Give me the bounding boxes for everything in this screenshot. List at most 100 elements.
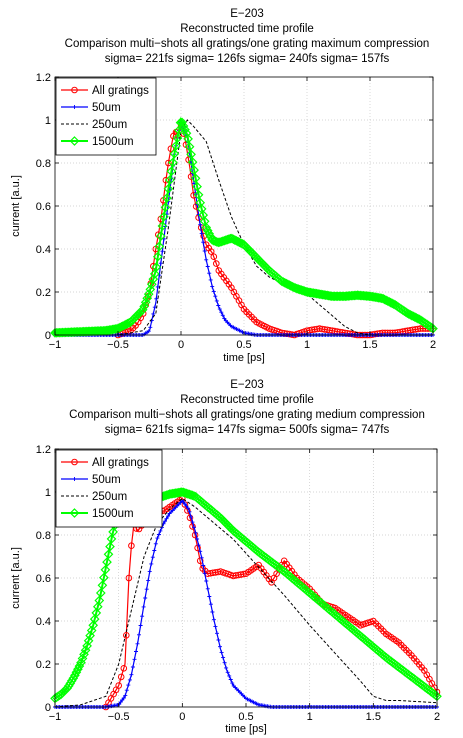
chart-bottom-point-50um <box>219 650 224 655</box>
chart-bottom-point-50um <box>205 586 210 591</box>
chart-bottom-point-1500um <box>108 527 118 537</box>
chart-bottom-point-1500um <box>186 490 196 500</box>
chart-bottom-point-50um <box>224 665 229 670</box>
chart-bottom-point-50um <box>132 657 137 662</box>
chart-top-point-1500um <box>193 189 204 200</box>
chart-bottom-title-line-4: sigma= 621fs sigma= 147fs sigma= 500fs s… <box>105 424 390 436</box>
chart-bottom-point-1500um <box>103 549 114 560</box>
chart-top-point-all-gratings <box>210 253 218 261</box>
chart-bottom-title: E−203 Reconstructed time profile Compari… <box>69 379 425 436</box>
chart-bottom-y-tick-label: 1 <box>45 487 51 499</box>
chart-top-point-all-gratings <box>167 145 175 152</box>
chart-top: E−203 Reconstructed time profile Compari… <box>10 8 438 364</box>
chart-bottom-point-1500um <box>105 541 115 552</box>
chart-top-point-all-gratings <box>313 325 321 333</box>
chart-top-point-50um <box>205 264 210 269</box>
chart-top-point-1500um <box>190 173 201 184</box>
chart-top-point-1500um <box>165 175 175 185</box>
chart-bottom-legend-marker-1500um <box>69 508 80 518</box>
chart-bottom-legend: All gratings 50um 250um 1500um <box>55 449 163 528</box>
chart-bottom-point-50um <box>135 641 140 646</box>
chart-bottom-point-1500um <box>71 667 82 678</box>
chart-top-point-50um <box>217 307 222 312</box>
chart-bottom-point-50um <box>153 541 158 546</box>
chart-bottom-point-50um <box>130 665 135 669</box>
chart-bottom-point-50um <box>201 563 206 568</box>
chart-bottom-point-1500um <box>73 664 83 675</box>
chart-bottom-point-all-gratings <box>125 574 133 582</box>
chart-top-point-1500um <box>171 140 181 151</box>
chart-bottom-y-tick-label: 0 <box>45 702 51 714</box>
chart-top-point-all-gratings <box>213 260 220 267</box>
chart-top-point-1500um <box>180 124 190 135</box>
chart-top-y-axis-label: current [a.u.] <box>10 175 22 237</box>
chart-top-point-1500um <box>157 221 168 231</box>
chart-bottom-point-1500um <box>68 673 79 684</box>
chart-top-point-1500um <box>184 141 195 152</box>
chart-top-point-1500um <box>205 231 216 242</box>
chart-top-point-1500um <box>166 166 177 177</box>
chart-top-point-50um <box>158 261 163 266</box>
chart-top-point-50um <box>151 311 156 316</box>
chart-top-point-1500um <box>155 231 166 241</box>
chart-top-point-50um <box>216 303 221 308</box>
chart-bottom-point-1500um <box>97 580 108 591</box>
chart-top-point-1500um <box>163 183 174 194</box>
chart-bottom-point-50um <box>121 696 126 700</box>
chart-bottom-y-tick-label: 0.2 <box>36 659 51 671</box>
chart-bottom-point-50um <box>199 555 204 560</box>
chart-bottom-point-50um <box>149 561 154 566</box>
chart-top-point-50um <box>154 296 159 301</box>
chart-bottom-point-1500um <box>89 614 100 624</box>
chart-bottom-point-1500um <box>102 557 112 567</box>
chart-top-y-tick-label: 0.2 <box>36 287 51 299</box>
chart-top-point-1500um <box>289 282 299 293</box>
chart-bottom-point-all-gratings <box>120 665 128 672</box>
chart-bottom-point-50um <box>230 681 235 686</box>
chart-top-point-1500um <box>169 148 180 159</box>
chart-bottom-point-50um <box>155 536 160 541</box>
chart-top-point-1500um <box>145 284 156 295</box>
chart-top-point-all-gratings <box>412 326 419 333</box>
chart-top-point-50um <box>208 277 213 282</box>
chart-top-point-50um <box>202 249 207 253</box>
chart-top-point-1500um <box>202 225 213 236</box>
chart-top-point-all-gratings <box>386 329 394 337</box>
chart-bottom-point-1500um <box>92 601 103 612</box>
chart-top-point-50um <box>199 231 204 236</box>
chart-bottom-point-1500um <box>82 641 92 651</box>
chart-top-point-50um <box>213 294 218 299</box>
chart-top-point-1500um <box>154 241 165 252</box>
chart-bottom-point-50um <box>158 528 163 533</box>
chart-bottom-point-all-gratings <box>128 542 135 550</box>
chart-top-point-all-gratings <box>381 329 389 337</box>
chart-bottom-point-50um <box>215 631 219 636</box>
chart-bottom-point-50um <box>222 660 227 665</box>
chart-top-point-1500um <box>148 274 159 284</box>
chart-bottom-point-1500um <box>106 534 117 544</box>
chart-bottom-series-250um <box>54 497 438 708</box>
chart-top-x-axis-label: time [ps] <box>223 352 265 364</box>
chart-bottom-point-50um <box>144 587 149 592</box>
chart-bottom-point-50um <box>211 617 216 622</box>
chart-bottom-x-tick-label: −1 <box>49 711 62 723</box>
chart-bottom-series-line-50um <box>55 499 437 708</box>
chart-top-point-1500um <box>149 269 160 279</box>
chart-top-point-1500um <box>168 157 178 168</box>
chart-bottom-point-50um <box>147 569 152 574</box>
chart-bottom-point-50um <box>156 532 161 537</box>
chart-bottom-point-50um <box>138 623 143 628</box>
chart-bottom-point-50um <box>164 516 169 521</box>
chart-top-point-all-gratings <box>165 159 172 167</box>
chart-top-point-all-gratings <box>192 203 200 210</box>
chart-top-point-50um <box>207 271 212 276</box>
chart-bottom-point-50um <box>184 504 189 509</box>
chart-top-x-tick-label: 2 <box>430 339 436 351</box>
chart-bottom-point-50um <box>221 655 226 660</box>
chart-bottom-legend-marker-50um <box>72 477 77 481</box>
chart-bottom-point-50um <box>140 614 145 619</box>
chart-top-point-1500um <box>187 157 198 167</box>
chart-bottom-point-50um <box>227 673 232 678</box>
chart-bottom-y-tick-label: 0.6 <box>36 573 51 585</box>
chart-bottom-point-50um <box>143 596 148 600</box>
